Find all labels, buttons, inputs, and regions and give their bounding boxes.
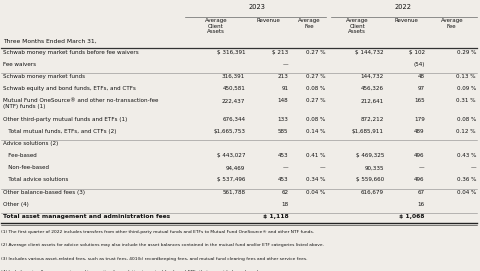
Text: 0.43 %: 0.43 %	[456, 153, 476, 158]
Text: 97: 97	[418, 86, 425, 91]
Text: 0.08 %: 0.08 %	[306, 86, 325, 91]
Text: 18: 18	[281, 202, 288, 207]
Text: 0.13 %: 0.13 %	[456, 74, 476, 79]
Text: 90,335: 90,335	[365, 165, 384, 170]
Text: (1) The first quarter of 2022 includes transfers from other third-party mutual f: (1) The first quarter of 2022 includes t…	[0, 230, 314, 234]
Text: 872,212: 872,212	[360, 117, 384, 122]
Text: 0.08 %: 0.08 %	[306, 117, 325, 122]
Text: Average
Client
Assets: Average Client Assets	[346, 18, 369, 34]
Text: Average
Fee: Average Fee	[441, 18, 463, 29]
Text: $ 1,118: $ 1,118	[263, 214, 288, 219]
Text: $ 559,660: $ 559,660	[356, 178, 384, 182]
Text: Advice solutions (2): Advice solutions (2)	[3, 141, 59, 146]
Text: 453: 453	[278, 178, 288, 182]
Text: 222,437: 222,437	[222, 98, 245, 103]
Text: 91: 91	[281, 86, 288, 91]
Text: $1,665,753: $1,665,753	[213, 129, 245, 134]
Text: —: —	[470, 165, 476, 170]
Text: 496: 496	[414, 178, 425, 182]
Text: 0.36 %: 0.36 %	[456, 178, 476, 182]
Text: Total advice solutions: Total advice solutions	[3, 178, 69, 182]
Text: 67: 67	[418, 189, 425, 195]
Text: 2023: 2023	[248, 4, 265, 10]
Text: 0.12 %: 0.12 %	[456, 129, 476, 134]
Text: Total mutual funds, ETFs, and CTFs (2): Total mutual funds, ETFs, and CTFs (2)	[3, 129, 117, 134]
Text: 165: 165	[414, 98, 425, 103]
Text: 316,391: 316,391	[222, 74, 245, 79]
Text: $ 537,496: $ 537,496	[217, 178, 245, 182]
Text: 0.14 %: 0.14 %	[306, 129, 325, 134]
Text: 148: 148	[278, 98, 288, 103]
Text: Average
Client
Assets: Average Client Assets	[205, 18, 228, 34]
Text: $ 1,068: $ 1,068	[399, 214, 425, 219]
Text: 2022: 2022	[394, 4, 411, 10]
Text: Other balance-based fees (3): Other balance-based fees (3)	[3, 189, 85, 195]
Text: Revenue: Revenue	[257, 18, 281, 23]
Text: 450,581: 450,581	[222, 86, 245, 91]
Text: 453: 453	[278, 153, 288, 158]
Text: 0.04 %: 0.04 %	[456, 189, 476, 195]
Text: 62: 62	[281, 189, 288, 195]
Text: Revenue: Revenue	[395, 18, 418, 23]
Text: $ 213: $ 213	[272, 50, 288, 55]
Text: (4) Includes miscellaneous service and transaction fees relating to mutual funds: (4) Includes miscellaneous service and t…	[0, 270, 260, 271]
Text: Fee waivers: Fee waivers	[3, 62, 36, 67]
Text: $ 316,391: $ 316,391	[216, 50, 245, 55]
Text: 0.27 %: 0.27 %	[306, 50, 325, 55]
Text: —: —	[419, 165, 425, 170]
Text: 0.27 %: 0.27 %	[306, 98, 325, 103]
Text: $1,685,911: $1,685,911	[352, 129, 384, 134]
Text: $ 443,027: $ 443,027	[217, 153, 245, 158]
Text: 0.08 %: 0.08 %	[456, 117, 476, 122]
Text: Three Months Ended March 31,: Three Months Ended March 31,	[3, 39, 96, 44]
Text: 179: 179	[414, 117, 425, 122]
Text: Other third-party mutual funds and ETFs (1): Other third-party mutual funds and ETFs …	[3, 117, 127, 122]
Text: 94,469: 94,469	[226, 165, 245, 170]
Text: Other (4): Other (4)	[3, 202, 29, 207]
Text: 213: 213	[277, 74, 288, 79]
Text: 144,732: 144,732	[361, 74, 384, 79]
Text: (54): (54)	[413, 62, 425, 67]
Text: 561,788: 561,788	[222, 189, 245, 195]
Text: $ 102: $ 102	[408, 50, 425, 55]
Text: —: —	[320, 165, 325, 170]
Text: Schwab money market funds: Schwab money market funds	[3, 74, 85, 79]
Text: 16: 16	[418, 202, 425, 207]
Text: 0.04 %: 0.04 %	[306, 189, 325, 195]
Text: 585: 585	[278, 129, 288, 134]
Text: Non-fee-based: Non-fee-based	[3, 165, 49, 170]
Text: 0.31 %: 0.31 %	[456, 98, 476, 103]
Text: 0.41 %: 0.41 %	[306, 153, 325, 158]
Text: $ 144,732: $ 144,732	[355, 50, 384, 55]
Text: Mutual Fund OneSource® and other no-transaction-fee
(NTF) funds (1): Mutual Fund OneSource® and other no-tran…	[3, 98, 158, 109]
Text: 489: 489	[414, 129, 425, 134]
Text: Total asset management and administration fees: Total asset management and administratio…	[3, 214, 170, 219]
Text: $ 469,325: $ 469,325	[356, 153, 384, 158]
Text: 616,679: 616,679	[361, 189, 384, 195]
Text: 456,326: 456,326	[361, 86, 384, 91]
Text: Fee-based: Fee-based	[3, 153, 37, 158]
Text: 496: 496	[414, 153, 425, 158]
Text: Average
Fee: Average Fee	[298, 18, 321, 29]
Text: 0.34 %: 0.34 %	[306, 178, 325, 182]
Text: Schwab money market funds before fee waivers: Schwab money market funds before fee wai…	[3, 50, 139, 55]
Text: 0.09 %: 0.09 %	[456, 86, 476, 91]
Text: —: —	[283, 165, 288, 170]
Text: 133: 133	[277, 117, 288, 122]
Text: (3) Includes various asset-related fees, such as trust fees, 401(k) recordkeepin: (3) Includes various asset-related fees,…	[0, 257, 307, 261]
Text: 0.29 %: 0.29 %	[456, 50, 476, 55]
Text: —: —	[283, 62, 288, 67]
Text: 676,344: 676,344	[222, 117, 245, 122]
Text: 48: 48	[418, 74, 425, 79]
Text: 0.27 %: 0.27 %	[306, 74, 325, 79]
Text: Schwab equity and bond funds, ETFs, and CTFs: Schwab equity and bond funds, ETFs, and …	[3, 86, 136, 91]
Text: (2) Average client assets for advice solutions may also include the asset balanc: (2) Average client assets for advice sol…	[0, 243, 324, 247]
Text: 212,641: 212,641	[361, 98, 384, 103]
